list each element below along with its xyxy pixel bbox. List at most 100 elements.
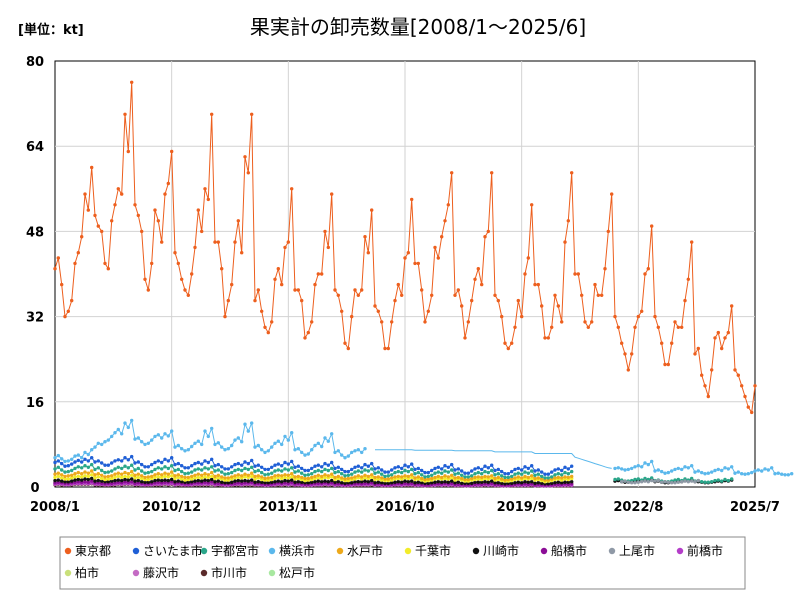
data-point [733, 471, 737, 475]
data-point [153, 478, 157, 483]
data-point [346, 469, 350, 474]
data-point [720, 346, 724, 351]
data-point [76, 477, 81, 482]
data-point [456, 288, 460, 292]
data-point [263, 450, 267, 455]
data-point [360, 466, 364, 470]
data-point [646, 267, 650, 271]
data-point [640, 465, 644, 469]
data-point [203, 429, 207, 433]
data-point [436, 465, 440, 469]
data-point [426, 474, 430, 479]
data-point [163, 478, 167, 482]
data-point [440, 475, 444, 480]
data-point [110, 461, 114, 465]
data-point [203, 459, 207, 463]
data-point [376, 470, 380, 474]
data-point [770, 466, 774, 470]
data-point [396, 480, 400, 484]
data-point [300, 450, 304, 455]
data-point [653, 469, 657, 473]
data-point [86, 459, 91, 463]
data-point [536, 468, 540, 472]
data-point [516, 475, 520, 479]
data-point [226, 476, 230, 480]
data-point [416, 466, 420, 471]
data-point [133, 461, 137, 465]
data-point [200, 442, 204, 447]
data-point [333, 475, 337, 480]
data-point [473, 472, 477, 476]
data-point [320, 474, 324, 479]
data-point [60, 479, 64, 483]
data-point [533, 469, 537, 473]
data-point [743, 472, 747, 476]
data-point [406, 469, 410, 474]
data-point [626, 480, 630, 484]
data-point [316, 272, 320, 276]
data-point [390, 473, 394, 477]
data-point [666, 470, 670, 475]
data-point [620, 467, 624, 471]
data-point [263, 467, 267, 472]
data-point [156, 433, 160, 437]
data-point [453, 481, 457, 485]
data-point [216, 476, 220, 480]
legend-marker [608, 547, 616, 555]
data-point [263, 473, 267, 477]
data-point [426, 477, 430, 481]
data-point [246, 467, 250, 472]
data-point [590, 320, 594, 324]
data-point [530, 476, 534, 481]
data-point [80, 235, 84, 239]
data-point [430, 293, 434, 297]
data-point [123, 477, 127, 482]
data-point [463, 477, 467, 482]
data-point [233, 479, 237, 483]
data-point [200, 479, 204, 483]
data-point [100, 229, 104, 234]
data-point [520, 481, 524, 485]
data-point [370, 208, 374, 212]
data-point [180, 447, 184, 451]
data-point [86, 477, 91, 482]
data-point [436, 474, 440, 479]
data-point [253, 469, 257, 474]
data-point [643, 272, 647, 276]
data-point [366, 480, 370, 484]
data-point [76, 453, 81, 457]
data-point [553, 473, 557, 477]
data-point [273, 469, 277, 473]
data-point [163, 474, 167, 479]
data-point [400, 466, 404, 471]
data-point [273, 441, 277, 445]
data-point [56, 474, 60, 479]
data-point [266, 449, 270, 453]
data-point [240, 251, 244, 255]
data-point [293, 465, 297, 469]
data-point [253, 477, 257, 481]
data-point [200, 473, 204, 477]
data-point [403, 256, 407, 260]
data-point [410, 475, 414, 480]
data-point [126, 472, 130, 476]
data-point [743, 394, 747, 399]
data-point [93, 213, 97, 218]
data-point [293, 448, 297, 452]
data-point [613, 477, 617, 482]
plot-area [53, 60, 794, 488]
data-point [290, 459, 294, 464]
data-point [496, 475, 500, 480]
data-point [246, 473, 250, 477]
data-point [160, 478, 164, 483]
legend-label: さいたま市 [143, 543, 203, 558]
data-point [256, 468, 260, 473]
data-point [156, 219, 160, 223]
data-point [530, 464, 534, 468]
data-point [440, 480, 444, 484]
data-point [103, 463, 107, 467]
chart-title: 果実計の卸売数量[2008/1～2025/6] [250, 15, 586, 39]
data-point [336, 465, 340, 469]
data-point [256, 474, 260, 478]
data-point [560, 468, 564, 473]
